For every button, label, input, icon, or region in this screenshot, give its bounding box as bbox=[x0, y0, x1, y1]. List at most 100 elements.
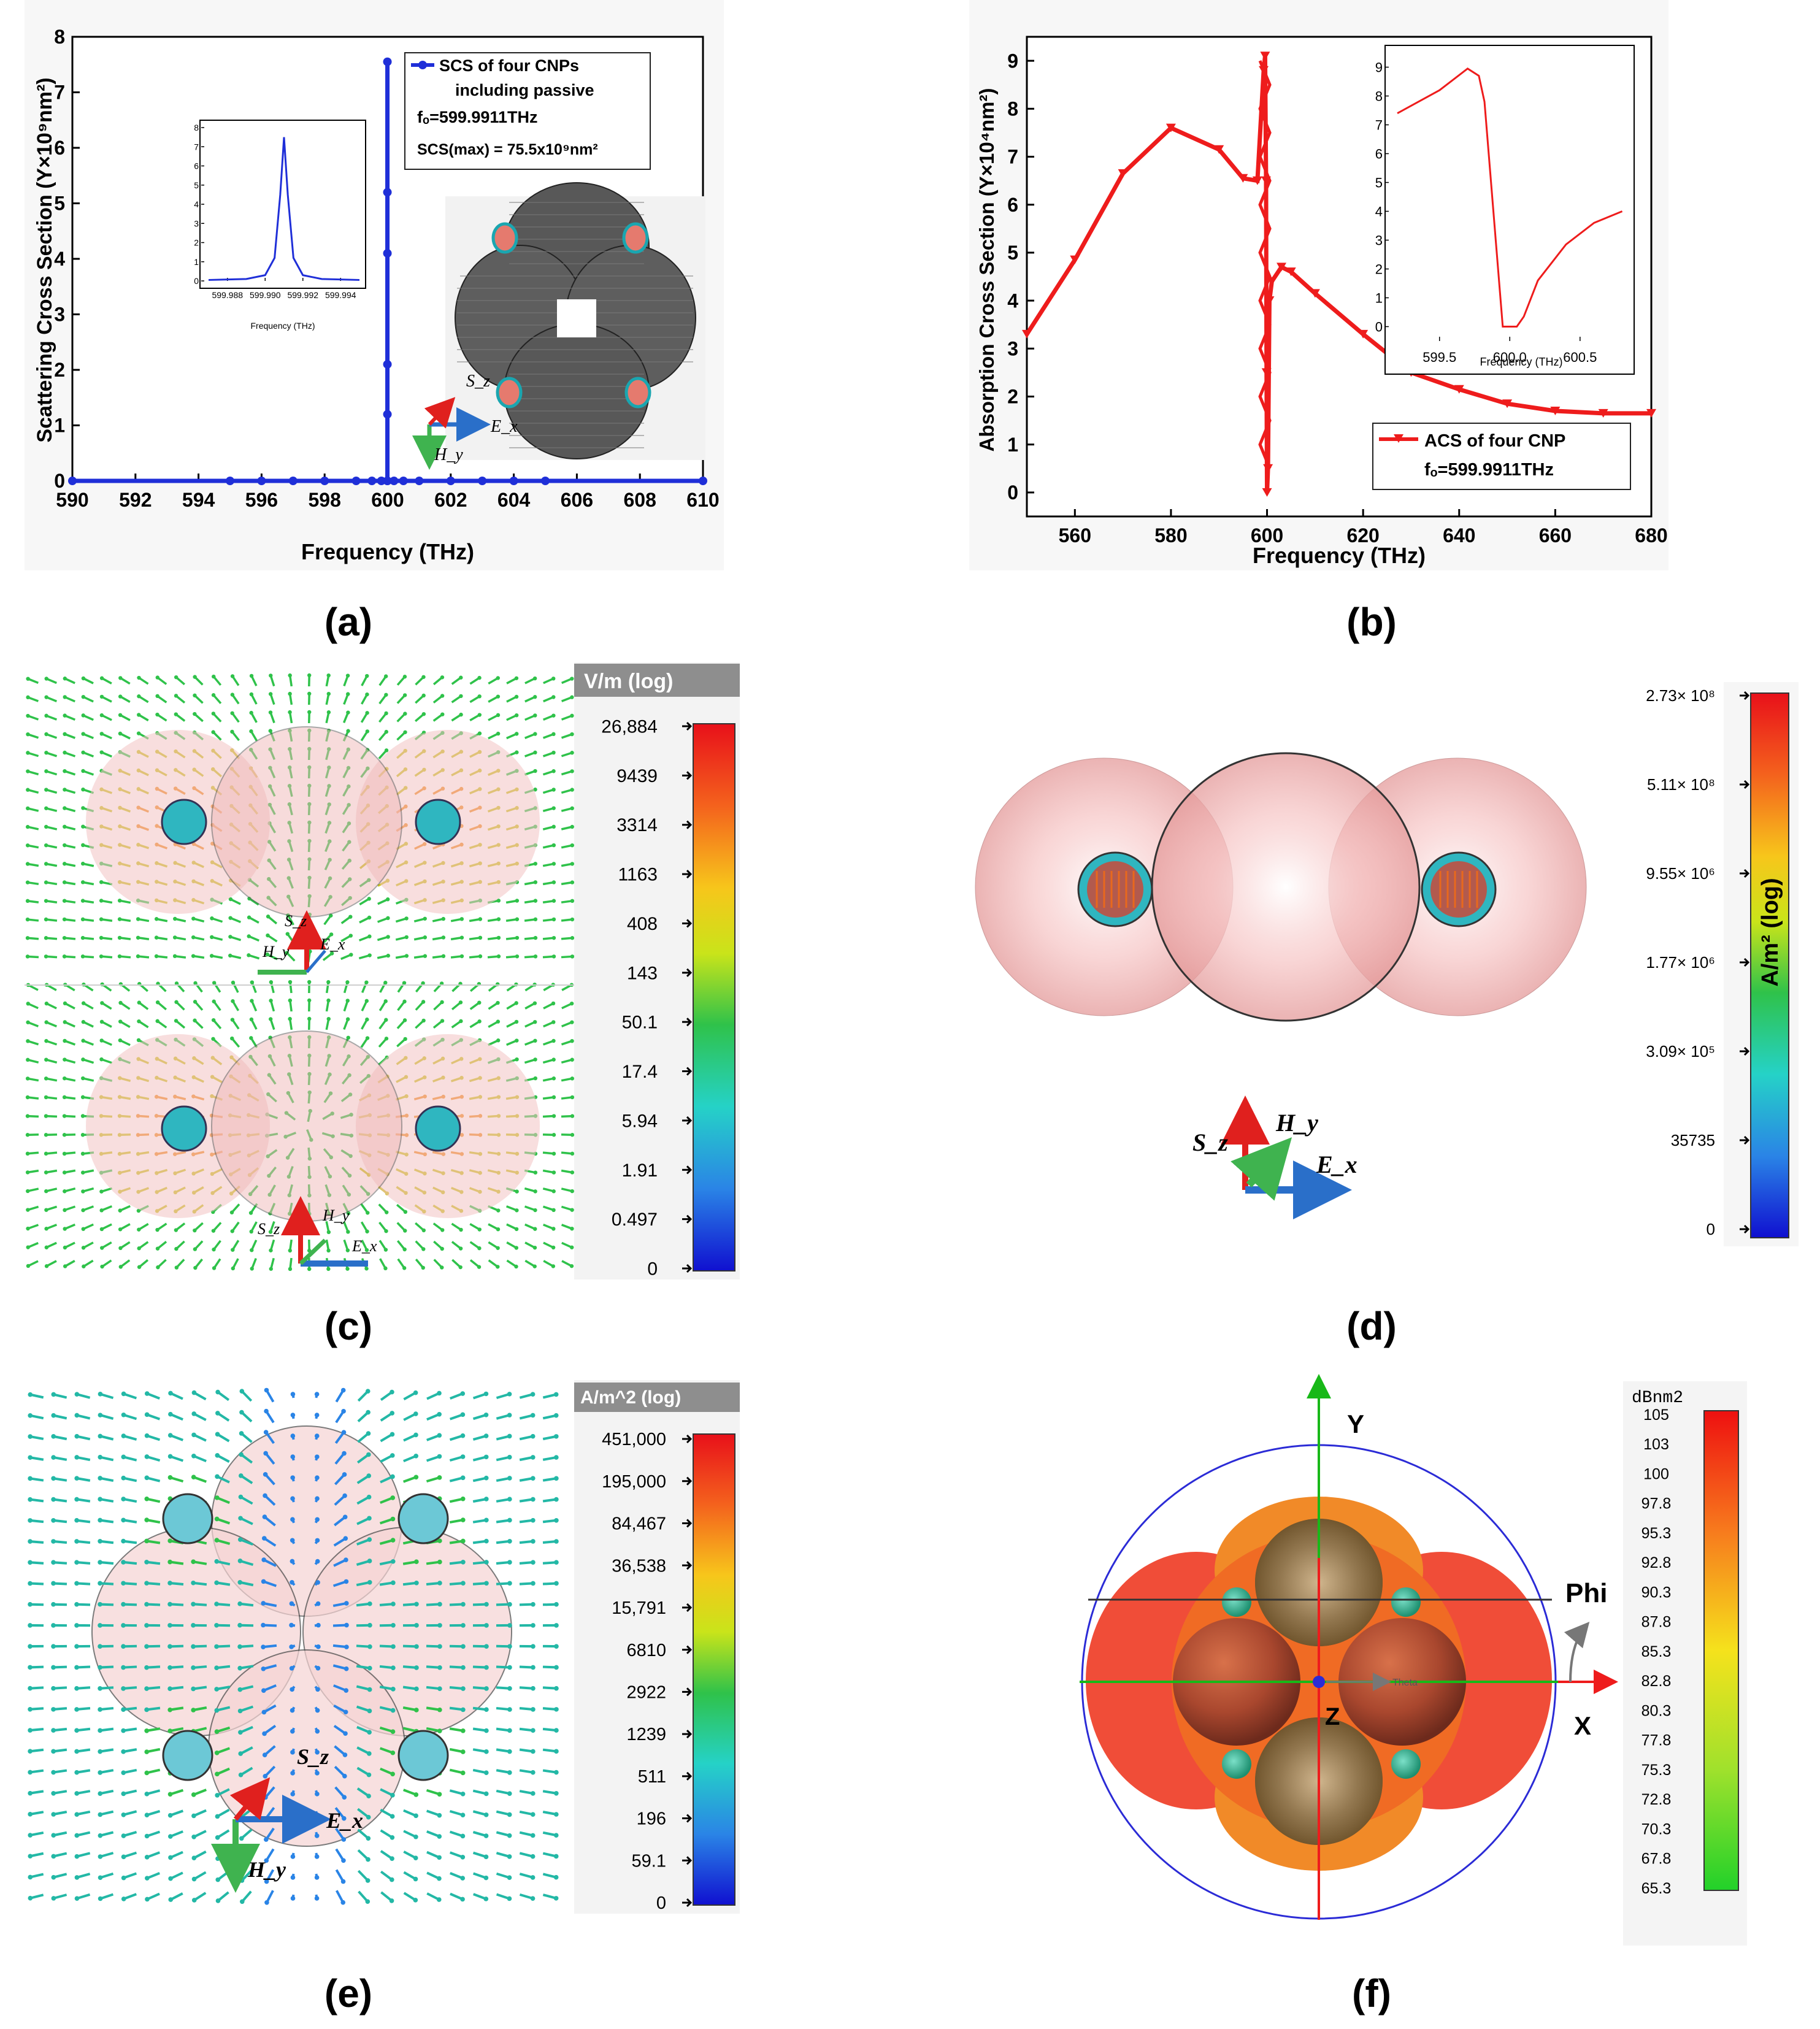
field-arrow-head bbox=[117, 954, 122, 959]
panel-b-xlabel: Frequency (THz) bbox=[1253, 543, 1426, 568]
scs-point bbox=[351, 477, 361, 485]
field-arrow-head bbox=[367, 1580, 372, 1585]
field-arrow-head bbox=[261, 1536, 267, 1541]
field-arrow-head bbox=[289, 1644, 294, 1649]
field-arrow-head bbox=[264, 1900, 269, 1905]
field-arrow-head bbox=[402, 981, 407, 985]
field-arrow-head bbox=[346, 1230, 350, 1234]
field-arrow-head bbox=[307, 1016, 312, 1021]
field-arrow-head bbox=[44, 769, 48, 773]
field-arrow-head bbox=[191, 1475, 196, 1480]
field-arrow-head bbox=[554, 1812, 559, 1817]
colorbar-tick-label: 97.8 bbox=[1641, 1495, 1672, 1513]
field-arrow-head bbox=[247, 915, 251, 919]
field-arrow-head bbox=[239, 1473, 244, 1478]
field-arrow-head bbox=[290, 1559, 295, 1564]
field-arrow-head bbox=[98, 1413, 103, 1417]
caption-a: (a) bbox=[324, 600, 372, 644]
scs-point bbox=[383, 410, 392, 419]
field-arrow-head bbox=[74, 1623, 79, 1628]
field-arrow-head bbox=[570, 732, 574, 737]
field-arrow-head bbox=[346, 710, 350, 715]
field-arrow-head bbox=[414, 1559, 419, 1565]
acs-point bbox=[1070, 255, 1080, 264]
colorbar-tick-arrow bbox=[682, 919, 693, 928]
field-arrow-head bbox=[263, 1430, 269, 1435]
field-arrow-head bbox=[121, 1433, 126, 1438]
field-arrow-head bbox=[285, 932, 290, 936]
y-tick-label: 6 bbox=[1007, 194, 1018, 216]
field-arrow-head bbox=[507, 1770, 512, 1775]
inset-y-tick-label: 2 bbox=[194, 238, 199, 248]
inset-y-tick-label: 3 bbox=[194, 218, 199, 228]
field-arrow-head bbox=[554, 1749, 559, 1754]
colorbar-tick-label: 50.1 bbox=[622, 1013, 658, 1033]
field-arrow-head bbox=[74, 1539, 79, 1544]
field-arrow-head bbox=[81, 1019, 86, 1024]
field-arrow-head bbox=[145, 1897, 150, 1902]
field-arrow-head bbox=[507, 1497, 512, 1502]
field-arrow-head bbox=[554, 1497, 559, 1502]
field-arrow-head bbox=[191, 1813, 196, 1819]
field-arrow-head bbox=[239, 1899, 245, 1904]
field-arrow-head bbox=[391, 1622, 396, 1628]
field-arrow-head bbox=[25, 1095, 30, 1100]
colorbar-tick-label: 95.3 bbox=[1641, 1525, 1672, 1542]
colorbar-tick-label: 2922 bbox=[626, 1683, 666, 1703]
field-arrow-head bbox=[460, 1454, 466, 1459]
field-arrow-head bbox=[437, 1433, 442, 1438]
colorbar-tick-label: 80.3 bbox=[1641, 1702, 1672, 1719]
field-arrow-head bbox=[81, 1001, 86, 1005]
field-arrow-head bbox=[26, 1264, 31, 1268]
field-arrow-head bbox=[99, 713, 104, 718]
field-arrow-head bbox=[570, 1038, 574, 1043]
field-arrow-head bbox=[515, 750, 519, 754]
colorbar-tick-label: 1239 bbox=[626, 1725, 666, 1744]
field-arrow-head bbox=[118, 694, 123, 699]
colorbar-tick-label: 36,538 bbox=[612, 1556, 666, 1576]
field-arrow-head bbox=[98, 1665, 102, 1670]
field-arrow-head bbox=[137, 694, 141, 699]
inset-scs-line bbox=[208, 137, 360, 281]
field-arrow-head bbox=[28, 1476, 33, 1481]
field-arrow-head bbox=[366, 1857, 371, 1862]
field-arrow-head bbox=[28, 1874, 33, 1880]
field-arrow-head bbox=[341, 1430, 347, 1435]
field-arrow-head bbox=[483, 1475, 489, 1481]
field-arrow-head bbox=[530, 1413, 536, 1418]
field-arrow-head bbox=[44, 806, 48, 810]
field-arrow-head bbox=[288, 1248, 292, 1253]
field-arrow-head bbox=[98, 1454, 103, 1460]
field-arrow-head bbox=[26, 1020, 30, 1024]
field-arrow-head bbox=[74, 1455, 80, 1460]
field-arrow-head bbox=[98, 1707, 102, 1712]
caption-b: (b) bbox=[1346, 600, 1397, 644]
panel-d-axes: S_z H_y E_x bbox=[1192, 1095, 1357, 1219]
scs-point bbox=[257, 477, 266, 485]
field-arrow-head bbox=[570, 695, 574, 699]
field-arrow-head bbox=[118, 1019, 123, 1024]
field-arrow-head bbox=[326, 673, 331, 678]
field-arrow-head bbox=[51, 1476, 56, 1481]
field-arrow-head bbox=[507, 1854, 512, 1859]
field-arrow-head bbox=[315, 1708, 320, 1713]
field-arrow-head bbox=[484, 1601, 489, 1607]
panel-c-colorbar-header bbox=[574, 664, 740, 697]
field-arrow-head bbox=[507, 1454, 512, 1460]
field-arrow-head bbox=[99, 917, 104, 921]
field-arrow-head bbox=[483, 1391, 489, 1397]
field-arrow-head bbox=[26, 788, 30, 792]
field-arrow-head bbox=[484, 1623, 489, 1628]
field-arrow-head bbox=[28, 1581, 33, 1586]
field-arrow-head bbox=[554, 1728, 559, 1733]
field-arrow-head bbox=[26, 1039, 30, 1043]
field-arrow-head bbox=[366, 1452, 371, 1457]
field-arrow-head bbox=[74, 1686, 79, 1691]
field-arrow-head bbox=[28, 1665, 33, 1670]
field-arrow-head bbox=[51, 1455, 56, 1460]
field-arrow-head bbox=[367, 915, 372, 920]
scs-point bbox=[509, 477, 518, 485]
field-arrow-head bbox=[421, 693, 426, 698]
colorbar-tick-label: 85.3 bbox=[1641, 1643, 1672, 1660]
field-arrow-head bbox=[389, 1898, 394, 1903]
